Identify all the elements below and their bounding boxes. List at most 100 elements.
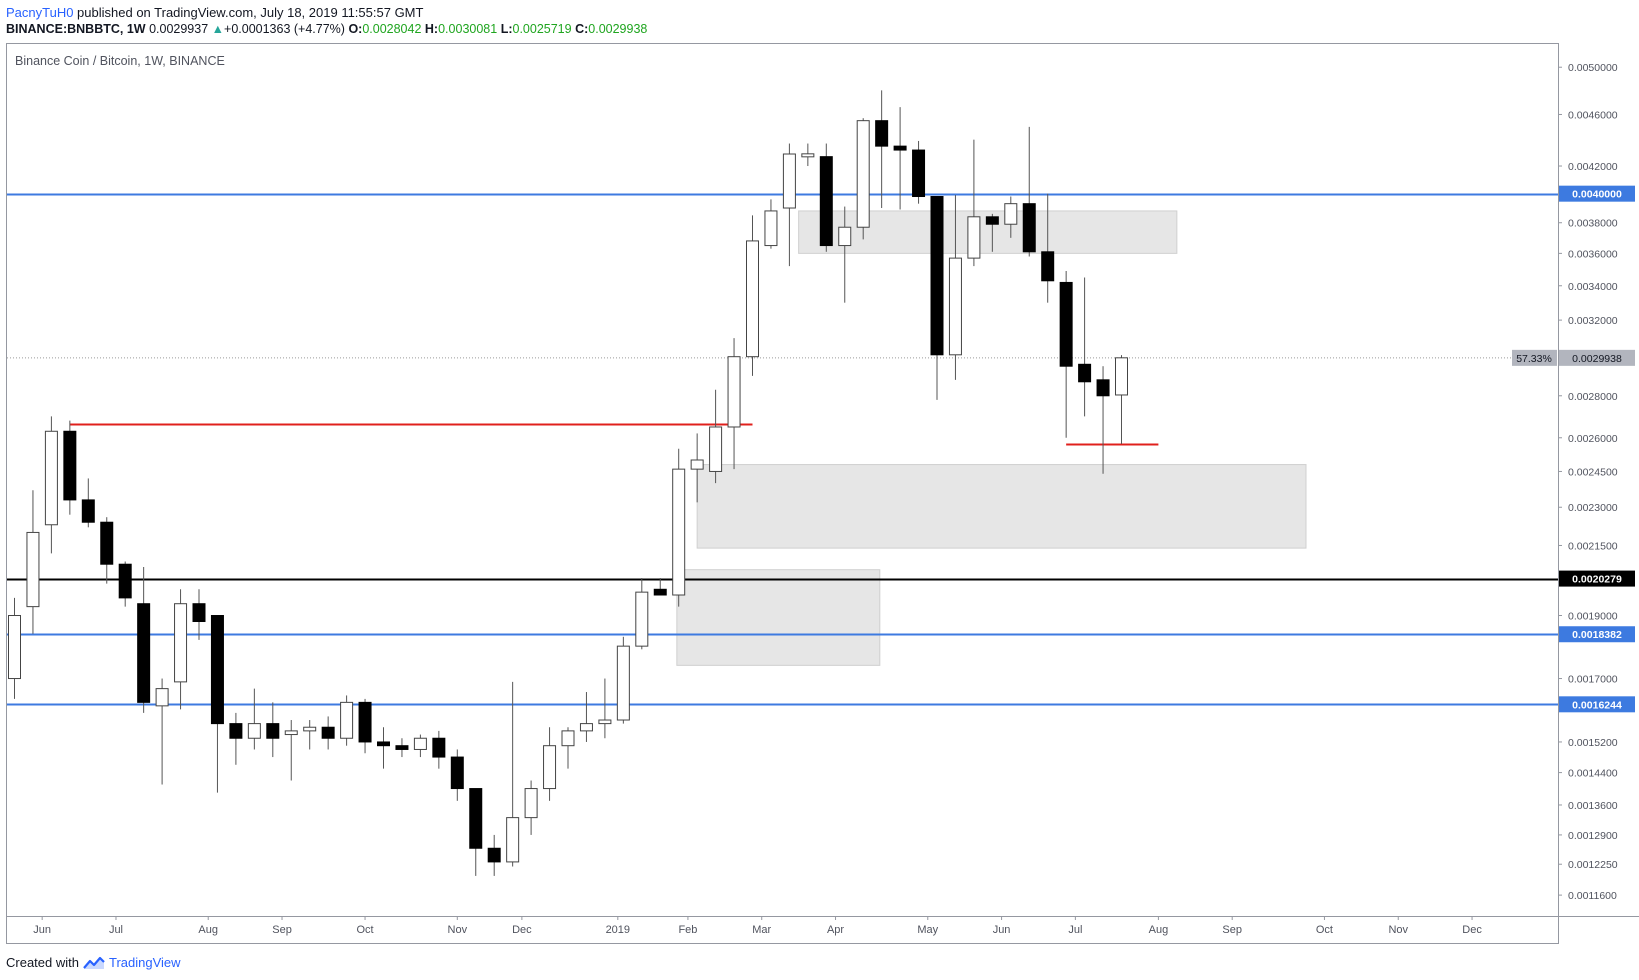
- candle[interactable]: [635, 578, 649, 650]
- candle[interactable]: [985, 213, 999, 252]
- candle[interactable]: [893, 107, 907, 210]
- candle[interactable]: [764, 199, 778, 249]
- candle[interactable]: [1022, 126, 1036, 257]
- candle[interactable]: [118, 561, 132, 607]
- author-link[interactable]: PacnyTuH0: [6, 5, 74, 20]
- candle-body: [1004, 203, 1018, 225]
- candle[interactable]: [1115, 355, 1128, 444]
- open-label: O:: [348, 22, 363, 36]
- candle[interactable]: [579, 692, 593, 742]
- candle[interactable]: [26, 490, 40, 634]
- candle[interactable]: [598, 678, 612, 739]
- candle[interactable]: [727, 338, 741, 470]
- candle[interactable]: [930, 196, 944, 400]
- candle-body: [893, 145, 907, 151]
- price-label-blue-top-bg: [1559, 185, 1635, 202]
- price-tick-label: 0.0012900: [1568, 830, 1618, 842]
- candle[interactable]: [450, 749, 464, 801]
- price-tick-label: 0.0046000: [1568, 109, 1618, 121]
- time-tick-label: Aug: [1149, 924, 1169, 936]
- candle[interactable]: [174, 589, 188, 710]
- candle[interactable]: [801, 143, 815, 167]
- candle[interactable]: [709, 389, 723, 484]
- candle[interactable]: [303, 720, 317, 750]
- candle-body: [561, 730, 575, 747]
- candle[interactable]: [247, 688, 261, 750]
- candle[interactable]: [192, 589, 206, 640]
- candle[interactable]: [340, 695, 354, 746]
- price-axis[interactable]: 0.0050000 0.0046000 0.0042000 0.0038000 0.00…: [1558, 62, 1618, 902]
- price-tick-label: 0.0028000: [1568, 391, 1618, 403]
- candle[interactable]: [8, 597, 21, 699]
- candle-body: [875, 120, 889, 147]
- candle[interactable]: [782, 143, 796, 267]
- candle-body: [598, 719, 612, 725]
- close-label: C:: [575, 22, 589, 36]
- candle-body: [44, 430, 58, 526]
- candle[interactable]: [838, 206, 852, 303]
- price-tick-label: 0.0011600: [1568, 890, 1617, 902]
- candle[interactable]: [100, 517, 114, 584]
- candle[interactable]: [690, 433, 704, 503]
- candle[interactable]: [1096, 366, 1110, 474]
- candle[interactable]: [616, 636, 630, 724]
- candle[interactable]: [524, 780, 538, 835]
- candle[interactable]: [81, 478, 95, 528]
- price-tick-label: 0.0032000: [1568, 315, 1618, 327]
- price-tick-label: 0.0042000: [1568, 161, 1618, 173]
- time-tick-label: Nov: [1388, 924, 1408, 936]
- candle[interactable]: [358, 698, 372, 754]
- candle-body: [395, 745, 409, 750]
- time-tick-label: Sep: [1222, 924, 1242, 936]
- candle[interactable]: [137, 566, 151, 713]
- candle[interactable]: [321, 716, 335, 750]
- candle[interactable]: [1041, 193, 1055, 303]
- candle[interactable]: [229, 712, 243, 765]
- candle[interactable]: [856, 118, 870, 240]
- candle[interactable]: [948, 195, 962, 380]
- candle[interactable]: [395, 738, 409, 758]
- candle[interactable]: [875, 90, 889, 209]
- price-tick-label: 0.0038000: [1568, 218, 1618, 230]
- created-with-text: Created with: [6, 955, 79, 970]
- candle[interactable]: [210, 615, 224, 793]
- time-tick-label: Jul: [109, 924, 123, 936]
- candle[interactable]: [413, 734, 427, 758]
- candle[interactable]: [377, 727, 390, 769]
- price-chart[interactable]: Binance Coin / Bitcoin, 1W, BINANCE 0.00…: [0, 0, 1639, 950]
- candle[interactable]: [432, 730, 446, 769]
- candle[interactable]: [967, 139, 981, 267]
- candle[interactable]: [1004, 196, 1018, 238]
- candle-body: [764, 210, 778, 247]
- candle[interactable]: [672, 448, 686, 607]
- ohlc-header: BINANCE:BNBBTC, 1W 0.0029937 ▲+0.0001363…: [6, 22, 647, 36]
- candle[interactable]: [155, 678, 169, 785]
- candle[interactable]: [506, 681, 520, 867]
- candle[interactable]: [63, 420, 77, 515]
- candle-body: [543, 745, 557, 790]
- candle[interactable]: [819, 143, 833, 252]
- candle[interactable]: [561, 727, 575, 769]
- price-labels-layer: 0.0040000 0.0020279 0.0018382 0.0016244 0.00…: [1512, 185, 1635, 713]
- time-tick-label: Apr: [827, 924, 844, 936]
- candles-layer: [8, 90, 1128, 876]
- candle[interactable]: [1059, 270, 1073, 438]
- candle[interactable]: [746, 215, 759, 376]
- time-axis[interactable]: Jun Jul Aug Sep Oct Nov Dec 2019 Feb Mar Apr May Jun…: [33, 916, 1482, 936]
- price-tick-label: 0.0024500: [1568, 466, 1618, 478]
- candle-body: [358, 701, 372, 743]
- candle[interactable]: [266, 702, 280, 758]
- candle[interactable]: [653, 578, 667, 596]
- candle[interactable]: [487, 834, 501, 876]
- lines-layer: [7, 193, 1558, 706]
- candle[interactable]: [912, 140, 926, 204]
- candle[interactable]: [1078, 277, 1092, 417]
- zone-box: [676, 569, 881, 666]
- candle[interactable]: [44, 416, 58, 554]
- candle[interactable]: [284, 720, 298, 781]
- candle[interactable]: [543, 727, 557, 801]
- tradingview-brand[interactable]: TradingView: [108, 955, 181, 970]
- last-price: 0.0029937: [149, 22, 209, 36]
- candle-body: [616, 645, 630, 721]
- candle[interactable]: [469, 788, 483, 876]
